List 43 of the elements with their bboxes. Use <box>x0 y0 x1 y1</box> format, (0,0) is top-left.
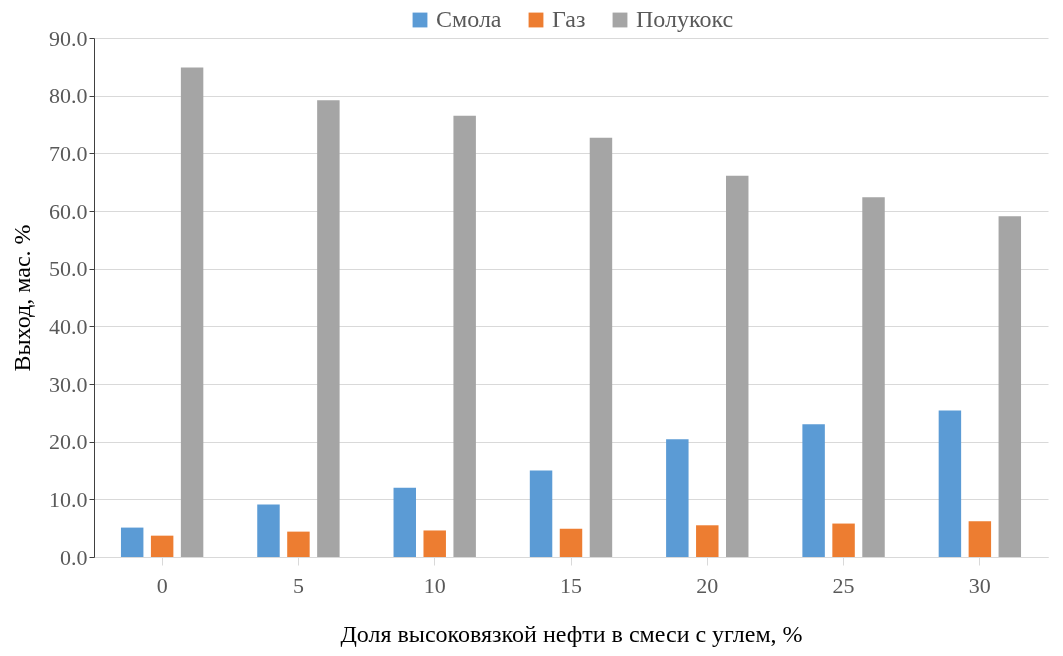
x-tick-label: 15 <box>560 572 582 598</box>
bar <box>696 525 719 557</box>
x-tick-label: 0 <box>156 572 168 598</box>
bar <box>453 115 476 557</box>
x-tick-label: 20 <box>696 572 719 598</box>
bar <box>862 197 885 557</box>
bar <box>317 100 340 557</box>
y-tick-label: 90.0 <box>49 25 88 51</box>
x-tick-label: 5 <box>292 572 304 598</box>
y-tick-label: 30.0 <box>49 371 88 397</box>
bar <box>998 216 1022 557</box>
y-tick-label: 50.0 <box>49 256 88 282</box>
bar <box>423 530 446 557</box>
x-tick-label: 10 <box>423 572 446 598</box>
bar <box>393 487 416 557</box>
bar <box>802 424 825 557</box>
bar <box>180 67 204 557</box>
y-tick-label: 40.0 <box>49 313 88 339</box>
y-tick-label: 20.0 <box>49 429 88 455</box>
bar <box>589 137 613 557</box>
bar <box>968 521 992 557</box>
bar <box>832 523 855 557</box>
y-tick-label: 70.0 <box>49 140 88 166</box>
y-tick-label: 10.0 <box>49 486 88 512</box>
bar <box>287 531 310 557</box>
y-axis-title: Выход, мас. % <box>9 224 35 372</box>
x-tick-label: 25 <box>832 572 855 598</box>
x-tick-label: 30 <box>968 572 991 598</box>
y-tick-label: 60.0 <box>49 198 88 224</box>
bar <box>529 470 553 557</box>
bar <box>150 535 174 557</box>
bar <box>559 528 583 557</box>
y-tick-label: 0.0 <box>60 544 88 570</box>
x-axis-title: Доля высоковязкой нефти в смеси с углем, % <box>340 620 803 647</box>
bar <box>120 527 144 557</box>
y-tick-label: 80.0 <box>49 83 88 109</box>
bar <box>257 504 280 557</box>
legend-label: Газ <box>552 6 586 32</box>
legend-label: Полукокс <box>636 6 734 32</box>
bar <box>666 439 689 557</box>
legend-label: Смола <box>436 6 502 32</box>
bar <box>726 175 749 557</box>
bar <box>938 410 962 557</box>
